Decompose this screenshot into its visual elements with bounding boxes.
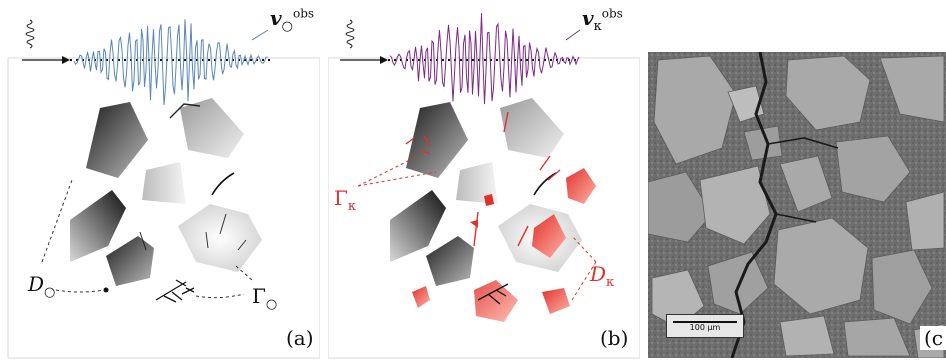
- panel-b: vκobs Γκ Dκ (b): [328, 0, 640, 361]
- observed-field-label: vκobs: [582, 6, 623, 34]
- grain: [106, 236, 154, 286]
- inclusion-kappa: [566, 168, 596, 204]
- grain: [500, 98, 564, 158]
- observed-signal-trace: [389, 13, 580, 105]
- panel-b-figure: [328, 13, 640, 359]
- incident-wave-icon: [25, 19, 35, 49]
- incident-wave-icon: [345, 19, 355, 49]
- grain: [456, 162, 498, 204]
- panel-c-micrograph: 100 μm (c: [648, 52, 946, 358]
- inclusion-kappa: [532, 214, 566, 258]
- scale-bar: 100 μm: [666, 314, 744, 338]
- gamma-label: Γ○: [252, 284, 278, 312]
- grain: [390, 190, 446, 262]
- panel-a: v○obs D○ Γ○ (a): [0, 0, 320, 361]
- observed-signal-trace: [73, 19, 268, 105]
- inclusion-kappa: [484, 194, 494, 206]
- micrograph-image: [648, 52, 946, 358]
- observed-field-label: v○obs: [270, 6, 315, 34]
- panel-a-figure: [7, 19, 320, 359]
- panel-a-tag: (a): [286, 326, 314, 350]
- grain: [178, 204, 262, 272]
- grain: [426, 236, 474, 286]
- inclusion-kappa: [542, 288, 570, 314]
- panel-c-tag: (c: [920, 326, 946, 350]
- D-kappa-label: Dκ: [590, 262, 615, 290]
- crack: [155, 279, 195, 303]
- grain: [86, 102, 148, 178]
- gamma-kappa-label: Γκ: [334, 186, 357, 214]
- grain: [406, 102, 468, 178]
- domain-box: [7, 57, 320, 359]
- inclusion-kappa: [412, 286, 430, 308]
- D-label: D○: [28, 272, 56, 300]
- panel-b-tag: (b): [600, 326, 629, 350]
- inclusion-kappa: [470, 220, 478, 228]
- grain: [70, 190, 126, 262]
- grain: [142, 162, 186, 204]
- grain: [180, 98, 244, 158]
